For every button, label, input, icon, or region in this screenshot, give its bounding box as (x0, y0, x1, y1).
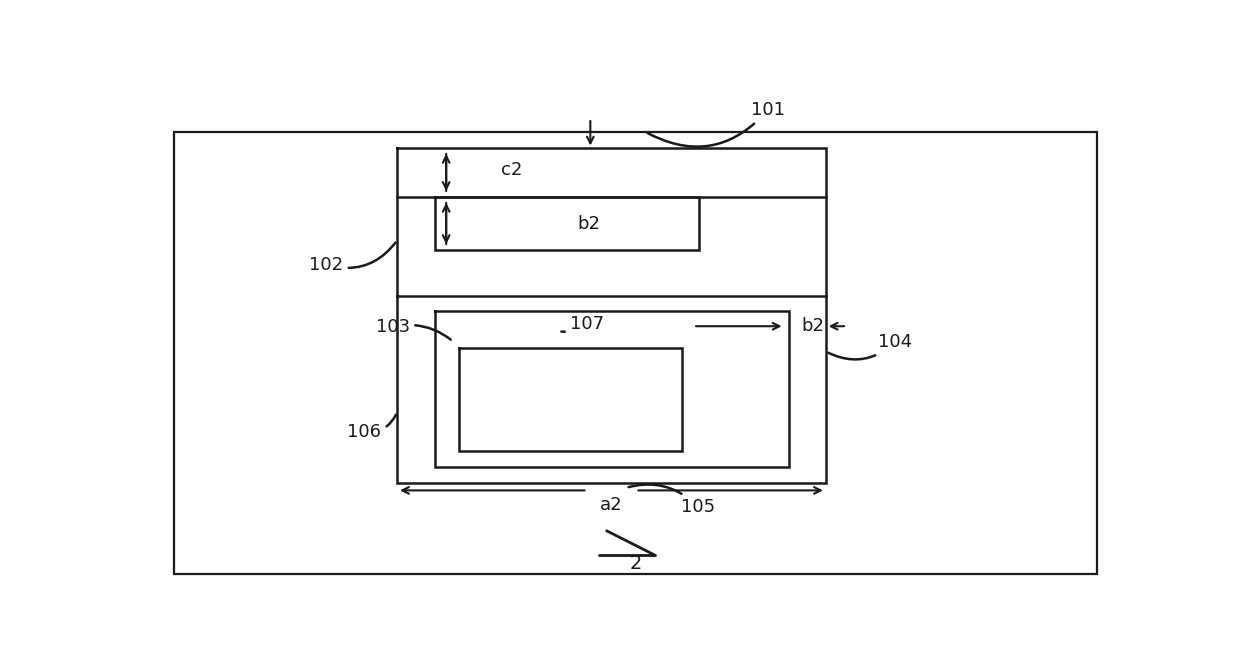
Text: b2: b2 (578, 215, 601, 233)
Text: 104: 104 (828, 333, 911, 359)
Text: 2: 2 (630, 554, 641, 573)
Text: 101: 101 (647, 101, 785, 147)
Text: a2: a2 (600, 496, 622, 514)
Text: b2: b2 (802, 318, 825, 335)
Text: 107: 107 (562, 316, 605, 333)
Text: 103: 103 (376, 318, 451, 340)
Text: 102: 102 (309, 243, 396, 274)
Text: 106: 106 (347, 415, 396, 441)
Text: 105: 105 (629, 485, 715, 516)
Text: c2: c2 (501, 161, 522, 178)
